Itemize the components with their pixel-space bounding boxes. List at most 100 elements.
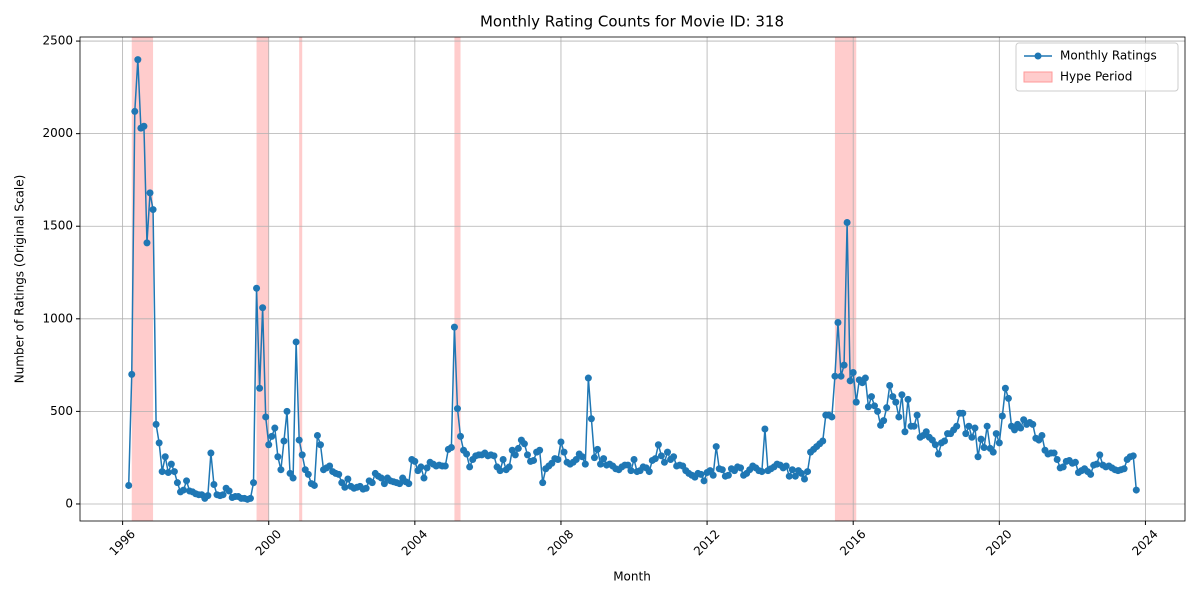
marker [831, 372, 839, 380]
marker [173, 479, 181, 487]
marker [864, 403, 872, 411]
marker [520, 440, 528, 448]
marker [913, 411, 921, 419]
marker [1011, 426, 1019, 434]
marker [581, 460, 589, 468]
marker [368, 479, 376, 487]
marker [578, 453, 586, 461]
hype-period [131, 37, 154, 521]
marker [800, 475, 808, 483]
marker [664, 448, 672, 456]
marker [530, 456, 538, 464]
marker [931, 441, 939, 449]
marker [980, 443, 988, 451]
marker [654, 441, 662, 449]
marker [280, 437, 288, 445]
marker [1132, 486, 1140, 494]
marker [965, 422, 973, 430]
x-axis-label: Month [613, 570, 651, 584]
marker [560, 448, 568, 456]
marker [1087, 470, 1095, 478]
marker [791, 472, 799, 480]
y-tick-label: 2500 [42, 34, 73, 48]
marker [453, 405, 461, 413]
hype-period [256, 37, 269, 521]
marker [785, 472, 793, 480]
marker [880, 417, 888, 425]
marker [179, 486, 187, 494]
line [127, 59, 1138, 501]
marker [1029, 420, 1037, 428]
marker [910, 422, 918, 430]
marker [161, 453, 169, 461]
marker [904, 395, 912, 403]
marker [761, 425, 769, 433]
marker [600, 455, 608, 463]
marker [268, 432, 276, 440]
x-tick-label: 2000 [253, 527, 284, 558]
marker [134, 56, 142, 64]
marker [593, 445, 601, 453]
marker [274, 453, 282, 461]
marker [889, 393, 897, 401]
marker [697, 470, 705, 478]
marker [292, 338, 300, 346]
marker [466, 463, 474, 471]
marker [271, 424, 279, 432]
marker [146, 189, 154, 197]
y-tick-label: 500 [50, 404, 73, 418]
x-tick-label: 2024 [1129, 527, 1160, 558]
x-tick-label: 1996 [107, 527, 138, 558]
marker [852, 398, 860, 406]
marker [630, 456, 638, 464]
marker [152, 420, 160, 428]
marker [782, 462, 790, 470]
marker [597, 460, 605, 468]
marker [587, 415, 595, 423]
marker [1059, 463, 1067, 471]
marker [253, 284, 261, 292]
marker [256, 384, 264, 392]
marker [737, 464, 745, 472]
y-tick-label: 1000 [42, 311, 73, 325]
marker [289, 474, 297, 482]
marker [295, 436, 303, 444]
legend-label: Hype Period [1060, 70, 1132, 84]
marker [1129, 452, 1137, 460]
marker [204, 492, 212, 500]
marker [225, 487, 233, 495]
marker [883, 404, 891, 412]
marker [149, 206, 157, 214]
marker [170, 468, 178, 476]
legend-swatch [1023, 71, 1053, 83]
marker [1093, 460, 1101, 468]
marker [874, 407, 882, 415]
marker [670, 453, 678, 461]
marker [344, 475, 352, 483]
marker [155, 439, 163, 447]
marker [554, 456, 562, 464]
marker [1120, 465, 1128, 473]
marker [131, 107, 139, 115]
marker [262, 413, 270, 421]
marker [405, 480, 413, 488]
marker [590, 454, 598, 462]
x-tick-label: 2020 [983, 527, 1014, 558]
marker [499, 456, 507, 464]
marker [1096, 451, 1104, 459]
marker [724, 471, 732, 479]
marker [861, 374, 869, 382]
marker [128, 370, 136, 378]
marker [265, 441, 273, 449]
marker [505, 463, 513, 471]
legend-marker [1034, 52, 1042, 60]
marker [313, 431, 321, 439]
marker [804, 468, 812, 476]
marker [304, 470, 312, 478]
marker [840, 361, 848, 369]
marker [941, 437, 949, 445]
marker [377, 474, 385, 482]
marker [828, 413, 836, 421]
marker [259, 304, 267, 312]
chart-title: Monthly Rating Counts for Movie ID: 318 [480, 13, 784, 31]
